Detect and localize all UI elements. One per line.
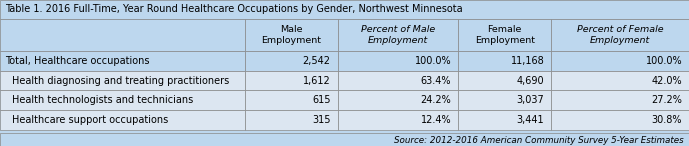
Bar	[338, 19, 458, 51]
Bar	[458, 51, 551, 71]
Bar	[551, 110, 689, 130]
Bar	[551, 71, 689, 91]
Text: 42.0%: 42.0%	[652, 76, 682, 86]
Text: Female
Employment: Female Employment	[475, 25, 535, 45]
Text: 63.4%: 63.4%	[421, 76, 451, 86]
Text: Health diagnosing and treating practitioners: Health diagnosing and treating practitio…	[12, 76, 229, 86]
Text: 27.2%: 27.2%	[651, 95, 682, 105]
Text: 3,037: 3,037	[517, 95, 544, 105]
Bar	[245, 51, 338, 71]
Bar	[0, 51, 245, 71]
Bar	[338, 51, 458, 71]
Text: 615: 615	[312, 95, 331, 105]
Text: 315: 315	[312, 115, 331, 125]
Text: Table 1. 2016 Full-Time, Year Round Healthcare Occupations by Gender, Northwest : Table 1. 2016 Full-Time, Year Round Heal…	[6, 4, 463, 14]
Bar	[0, 110, 245, 130]
Bar	[245, 91, 338, 110]
Text: 100.0%: 100.0%	[415, 56, 451, 66]
Bar	[338, 71, 458, 91]
Text: Source: 2012-2016 American Community Survey 5-Year Estimates: Source: 2012-2016 American Community Sur…	[394, 136, 683, 145]
Text: 12.4%: 12.4%	[421, 115, 451, 125]
Bar	[0, 91, 245, 110]
Text: 100.0%: 100.0%	[646, 56, 682, 66]
Text: 11,168: 11,168	[511, 56, 544, 66]
Bar	[551, 51, 689, 71]
Text: 3,441: 3,441	[517, 115, 544, 125]
Text: Percent of Male
Employment: Percent of Male Employment	[361, 25, 435, 45]
Bar	[458, 71, 551, 91]
Bar	[458, 19, 551, 51]
Bar	[0, 71, 245, 91]
Bar	[551, 91, 689, 110]
Text: 24.2%: 24.2%	[420, 95, 451, 105]
Bar	[0, 19, 245, 51]
Bar	[551, 19, 689, 51]
Text: 1,612: 1,612	[303, 76, 331, 86]
Bar	[0, 0, 689, 19]
Text: Male
Employment: Male Employment	[261, 25, 321, 45]
Bar	[338, 110, 458, 130]
Text: Health technologists and technicians: Health technologists and technicians	[12, 95, 194, 105]
Bar	[338, 91, 458, 110]
Bar	[245, 19, 338, 51]
Text: Percent of Female
Employment: Percent of Female Employment	[577, 25, 664, 45]
Text: Total, Healthcare occupations: Total, Healthcare occupations	[6, 56, 150, 66]
Bar	[458, 110, 551, 130]
Bar	[245, 110, 338, 130]
Bar	[245, 71, 338, 91]
Bar	[0, 133, 689, 146]
Text: 2,542: 2,542	[302, 56, 331, 66]
Text: 4,690: 4,690	[517, 76, 544, 86]
Bar	[458, 91, 551, 110]
Text: 30.8%: 30.8%	[652, 115, 682, 125]
Text: Healthcare support occupations: Healthcare support occupations	[12, 115, 169, 125]
